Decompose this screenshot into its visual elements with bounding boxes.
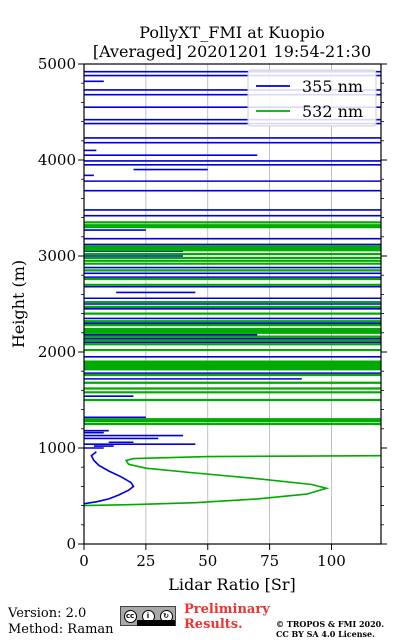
copyright-line-1: © TROPOS & FMI 2020. [276, 619, 385, 629]
legend-box [247, 69, 377, 127]
y-tick-label: 1000 [38, 439, 76, 457]
y-tick-label: 0 [66, 535, 76, 553]
footer-version: Version: 2.0 [8, 606, 87, 621]
legend-label-532: 532 nm [302, 102, 363, 121]
x-tick-label: 50 [198, 552, 217, 570]
legend: 355 nm 532 nm [247, 69, 377, 127]
x-tick-label: 25 [136, 552, 155, 570]
lidar-ratio-chart: PollyXT_FMI at Kuopio [Averaged] 2020120… [9, 23, 387, 594]
plot-frame [83, 63, 382, 545]
preliminary-line-1: Preliminary [184, 602, 270, 617]
y-tick-label: 2000 [38, 343, 76, 361]
copyright-line-2: CC BY SA 4.0 License. [276, 629, 375, 639]
series-lines [84, 70, 381, 507]
sa-icon: ↻ [159, 609, 173, 623]
legend-label-355: 355 nm [302, 77, 363, 96]
y-tick-label: 4000 [38, 151, 76, 169]
badge-bottom-bar [137, 620, 175, 626]
x-axis-label: Lidar Ratio [Sr] [168, 575, 296, 594]
cc-icon: cc [123, 609, 137, 623]
chart-subtitle: [Averaged] 20201201 19:54-21:30 [93, 42, 371, 61]
y-tick-label: 3000 [38, 247, 76, 265]
footer-method: Method: Raman [8, 622, 114, 637]
copyright-notice: © TROPOS & FMI 2020. CC BY SA 4.0 Licens… [276, 619, 384, 639]
chart-title: PollyXT_FMI at Kuopio [139, 23, 325, 42]
x-tick-label: 100 [317, 552, 346, 570]
series-profile-355 [84, 451, 135, 505]
y-tick-label: 5000 [38, 55, 76, 73]
preliminary-notice: Preliminary Results. [184, 602, 270, 632]
series-profile-532 [84, 454, 381, 507]
preliminary-line-2: Results. [184, 617, 243, 632]
x-tick-label: 0 [79, 552, 89, 570]
y-axis-label: Height (m) [9, 260, 28, 348]
x-tick-label: 75 [260, 552, 279, 570]
cc-license-badge: cc i ↻ [120, 606, 176, 626]
